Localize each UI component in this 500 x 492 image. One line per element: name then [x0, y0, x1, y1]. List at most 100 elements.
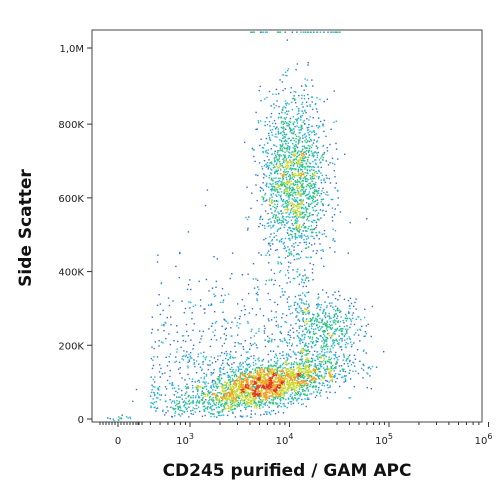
event-point [293, 204, 295, 206]
event-point [221, 288, 224, 290]
event-point [275, 128, 277, 130]
event-point [229, 368, 231, 370]
event-point [293, 152, 295, 154]
event-point [309, 370, 312, 372]
event-point [223, 396, 225, 398]
event-point [273, 103, 275, 105]
event-point [331, 378, 333, 381]
event-point [349, 307, 351, 310]
event-point [305, 214, 307, 216]
event-point [196, 386, 198, 388]
event-point [331, 375, 333, 377]
event-point [276, 372, 278, 374]
event-point [225, 386, 228, 388]
event-point [294, 387, 296, 389]
event-point [291, 230, 294, 233]
event-point [276, 381, 278, 384]
event-point [324, 360, 326, 363]
event-point [291, 375, 293, 377]
event-point [236, 375, 238, 378]
event-point [249, 371, 252, 373]
event-point [279, 398, 282, 400]
event-point [244, 372, 246, 374]
event-point [295, 222, 297, 224]
event-point [332, 340, 334, 343]
event-point [289, 159, 291, 161]
event-point [307, 197, 310, 199]
event-point [289, 226, 291, 229]
event-point [245, 351, 248, 353]
event-point [301, 334, 303, 336]
event-point [257, 388, 259, 390]
event-point [307, 383, 309, 385]
event-point [313, 328, 315, 330]
event-point [190, 402, 192, 404]
event-point [288, 370, 290, 373]
event-point [243, 370, 246, 372]
event-point [196, 407, 198, 410]
event-point [301, 279, 304, 281]
event-point [181, 413, 183, 415]
event-point [263, 382, 265, 384]
event-point [292, 213, 294, 215]
event-point [213, 293, 215, 295]
event-point [299, 211, 302, 213]
event-point [346, 358, 348, 360]
event-point [263, 165, 266, 167]
event-point [271, 239, 274, 241]
event-point [343, 356, 345, 358]
event-point [304, 160, 306, 162]
event-point [344, 153, 346, 155]
event-point [210, 391, 212, 393]
event-point [340, 376, 343, 379]
event-point [288, 147, 291, 150]
event-point [291, 392, 294, 394]
event-point [170, 316, 172, 318]
event-point [291, 186, 294, 189]
event-point [303, 145, 306, 147]
event-point [286, 208, 288, 211]
event-point [236, 394, 238, 396]
event-point [205, 388, 208, 390]
event-point [362, 350, 365, 352]
event-point [292, 224, 294, 227]
event-point [327, 345, 329, 348]
event-point [322, 156, 324, 159]
event-point [306, 219, 308, 221]
event-point [251, 308, 254, 310]
event-point [269, 197, 271, 199]
event-point [308, 398, 310, 400]
event-point [225, 398, 227, 400]
event-point [274, 210, 276, 213]
event-point [293, 158, 296, 161]
event-point [253, 398, 255, 400]
event-point [273, 372, 276, 375]
event-point [263, 173, 265, 175]
event-point [239, 372, 242, 374]
event-point [186, 410, 189, 412]
event-point [312, 85, 314, 87]
event-point [302, 183, 304, 185]
event-point [212, 400, 214, 403]
event-point [226, 400, 228, 402]
event-point [274, 181, 277, 183]
event-point [288, 342, 291, 344]
event-point [304, 362, 306, 364]
event-point [225, 395, 228, 397]
event-point [312, 378, 314, 380]
event-point [296, 162, 299, 165]
event-point [283, 189, 285, 191]
event-point [301, 339, 303, 341]
event-point [256, 405, 258, 407]
event-point [242, 399, 244, 402]
event-point [296, 206, 298, 208]
event-point [307, 64, 309, 66]
event-point [289, 126, 291, 129]
event-point [318, 382, 320, 384]
event-point [250, 344, 253, 347]
event-point [220, 374, 222, 376]
event-point [299, 256, 302, 259]
event-point [202, 363, 204, 365]
event-point [301, 165, 304, 167]
event-point [270, 194, 273, 196]
